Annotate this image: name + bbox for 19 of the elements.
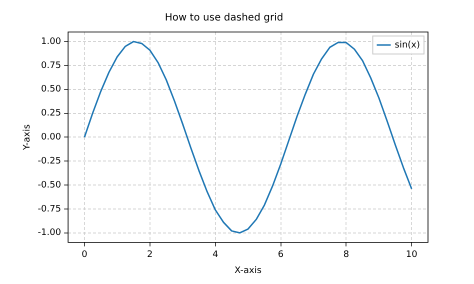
x-tick-label: 2 (147, 250, 153, 260)
chart-title: How to use dashed grid (164, 12, 284, 24)
y-tick-label: 0.75 (41, 60, 62, 71)
x-tick-label: 10 (406, 250, 418, 260)
y-tick-label: -0.75 (38, 204, 62, 214)
x-tick-label: 8 (343, 250, 350, 260)
y-axis-title: Y-axis (22, 124, 33, 152)
y-tick-label: -0.25 (38, 156, 62, 166)
y-tick-label: 1.00 (41, 36, 62, 47)
y-tick-label: -0.50 (38, 180, 62, 190)
y-tick-label: -1.00 (38, 228, 62, 238)
x-tick-label: 4 (212, 250, 218, 260)
legend-label: sin(x) (394, 40, 420, 50)
x-tick-label: 6 (278, 250, 284, 260)
y-tick-label: 0.00 (41, 132, 62, 143)
x-axis-title: X-axis (234, 266, 262, 276)
y-tick-label: 0.50 (41, 84, 62, 95)
x-tick-label: 0 (82, 250, 88, 260)
y-tick-label: 0.25 (41, 108, 62, 119)
